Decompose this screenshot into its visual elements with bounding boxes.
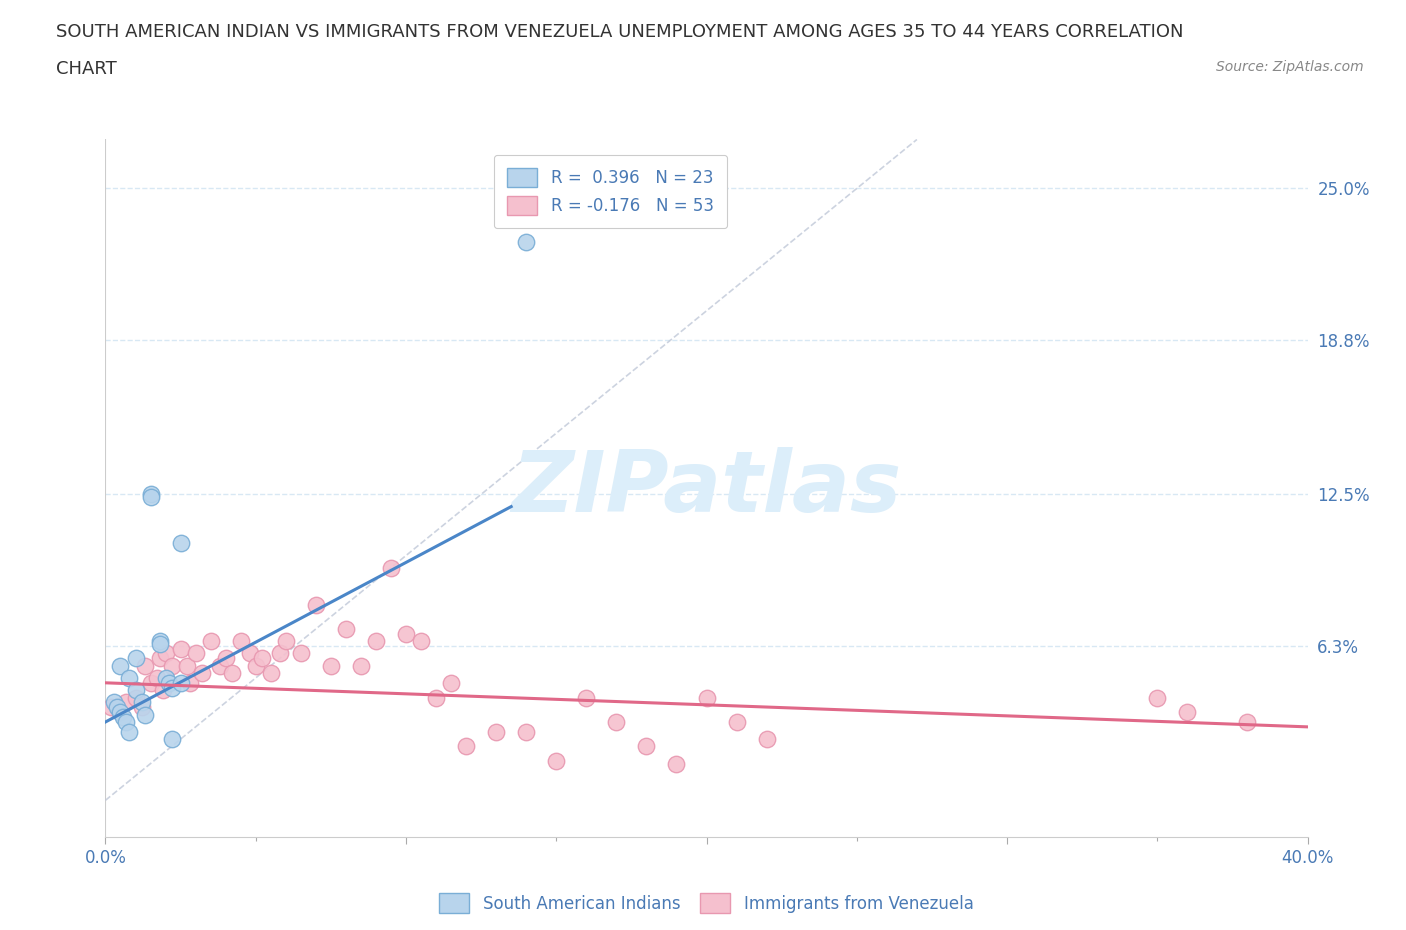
Point bbox=[1146, 690, 1168, 705]
Point bbox=[169, 641, 191, 656]
Point bbox=[179, 675, 201, 690]
Point bbox=[229, 633, 252, 648]
Point bbox=[250, 651, 273, 666]
Point bbox=[409, 633, 432, 648]
Point bbox=[107, 700, 129, 715]
Point bbox=[515, 724, 537, 739]
Legend: South American Indians, Immigrants from Venezuela: South American Indians, Immigrants from … bbox=[433, 887, 980, 920]
Point bbox=[155, 671, 177, 685]
Point bbox=[1236, 714, 1258, 729]
Point bbox=[214, 651, 236, 666]
Point bbox=[148, 633, 170, 648]
Point bbox=[665, 756, 688, 771]
Point bbox=[515, 235, 537, 250]
Text: Source: ZipAtlas.com: Source: ZipAtlas.com bbox=[1216, 60, 1364, 74]
Point bbox=[274, 633, 297, 648]
Point bbox=[110, 705, 132, 720]
Text: ZIPatlas: ZIPatlas bbox=[512, 446, 901, 530]
Point bbox=[546, 753, 568, 768]
Point bbox=[290, 646, 312, 661]
Point bbox=[696, 690, 718, 705]
Point bbox=[139, 489, 162, 504]
Point bbox=[425, 690, 447, 705]
Point bbox=[160, 732, 183, 747]
Text: SOUTH AMERICAN INDIAN VS IMMIGRANTS FROM VENEZUELA UNEMPLOYMENT AMONG AGES 35 TO: SOUTH AMERICAN INDIAN VS IMMIGRANTS FROM… bbox=[56, 23, 1184, 41]
Point bbox=[335, 621, 357, 636]
Point bbox=[115, 695, 138, 710]
Point bbox=[636, 739, 658, 754]
Point bbox=[208, 658, 231, 673]
Point bbox=[160, 658, 183, 673]
Point bbox=[485, 724, 508, 739]
Point bbox=[139, 487, 162, 502]
Point bbox=[148, 651, 170, 666]
Point bbox=[440, 675, 463, 690]
Point bbox=[605, 714, 627, 729]
Point bbox=[110, 658, 132, 673]
Text: CHART: CHART bbox=[56, 60, 117, 78]
Point bbox=[169, 536, 191, 551]
Point bbox=[148, 636, 170, 651]
Point bbox=[725, 714, 748, 729]
Point bbox=[1175, 705, 1198, 720]
Point bbox=[380, 561, 402, 576]
Point bbox=[115, 714, 138, 729]
Point bbox=[134, 658, 156, 673]
Point bbox=[131, 695, 153, 710]
Point bbox=[118, 724, 141, 739]
Point bbox=[110, 705, 132, 720]
Point bbox=[454, 739, 477, 754]
Point bbox=[364, 633, 387, 648]
Point bbox=[245, 658, 267, 673]
Point bbox=[350, 658, 373, 673]
Point bbox=[260, 666, 283, 681]
Point bbox=[305, 597, 328, 612]
Point bbox=[221, 666, 243, 681]
Point bbox=[169, 675, 191, 690]
Point bbox=[157, 675, 180, 690]
Point bbox=[124, 683, 146, 698]
Point bbox=[269, 646, 291, 661]
Point bbox=[118, 671, 141, 685]
Point bbox=[575, 690, 598, 705]
Point bbox=[139, 675, 162, 690]
Point bbox=[190, 666, 212, 681]
Point bbox=[395, 627, 418, 642]
Point bbox=[124, 651, 146, 666]
Point bbox=[112, 710, 135, 724]
Point bbox=[319, 658, 342, 673]
Point bbox=[103, 695, 125, 710]
Point bbox=[755, 732, 778, 747]
Point bbox=[176, 658, 198, 673]
Point bbox=[145, 671, 167, 685]
Point bbox=[100, 700, 122, 715]
Point bbox=[239, 646, 262, 661]
Point bbox=[134, 707, 156, 722]
Point bbox=[131, 700, 153, 715]
Point bbox=[184, 646, 207, 661]
Point bbox=[152, 683, 174, 698]
Point bbox=[124, 690, 146, 705]
Point bbox=[160, 680, 183, 695]
Point bbox=[155, 646, 177, 661]
Point bbox=[200, 633, 222, 648]
